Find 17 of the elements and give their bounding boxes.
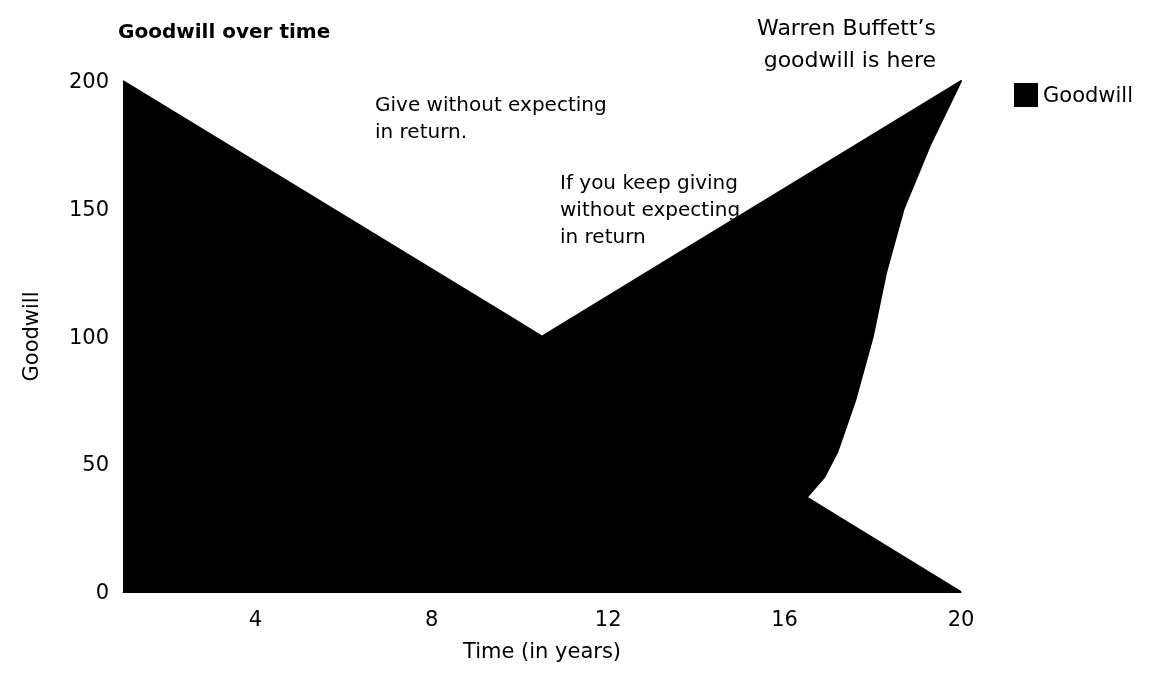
annotation: If you keep giving without expecting in return <box>560 169 741 248</box>
x-tick-label: 16 <box>771 606 798 631</box>
y-tick-label: 50 <box>82 452 109 477</box>
x-axis-title: Time (in years) <box>461 638 622 663</box>
annotation: Warren Buffett’s goodwill is here <box>757 14 936 72</box>
annotation: Give without expecting in return. <box>375 91 607 143</box>
legend-label: Goodwill <box>1043 83 1134 107</box>
x-tick-label: 20 <box>947 606 975 631</box>
chart-title: Goodwill over time <box>118 19 331 43</box>
x-tick-label: 12 <box>594 606 622 631</box>
y-axis-title: Goodwill <box>18 291 43 382</box>
x-tick-label: 8 <box>425 606 439 631</box>
y-tick-label: 200 <box>68 69 109 93</box>
y-tick-label: 0 <box>95 580 109 604</box>
x-tick-label: 4 <box>248 606 262 631</box>
y-tick-label: 100 <box>68 324 109 349</box>
y-tick-label: 150 <box>68 196 109 221</box>
